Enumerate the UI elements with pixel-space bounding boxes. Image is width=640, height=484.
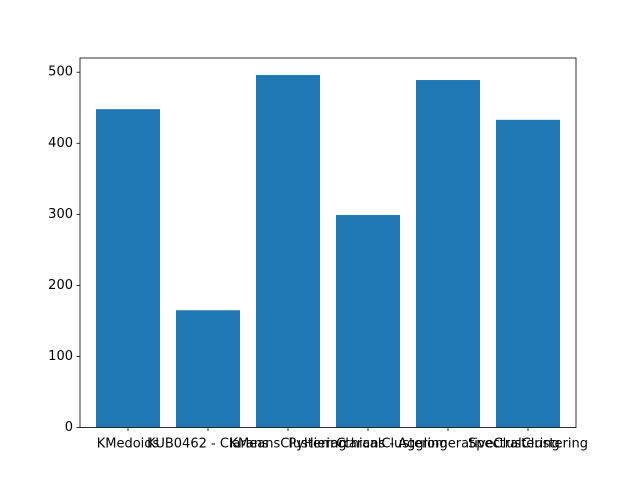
y-tick-label-1: 100 xyxy=(48,349,73,364)
axes-layer xyxy=(79,57,577,428)
x-tick-label-0: KMedoids xyxy=(97,437,160,452)
bar-3 xyxy=(336,215,400,428)
bars-layer xyxy=(96,75,560,428)
x-tick-label-3: PyHierarchicalClustering xyxy=(288,437,447,452)
x-tick-label-1: KUB0462 - Clarans xyxy=(147,437,269,452)
x-tick-label-2: KMeansClustering xyxy=(230,437,347,452)
bar-5 xyxy=(496,119,560,428)
x-tick-label-5: SpectralClustering xyxy=(468,437,588,452)
bar-0 xyxy=(96,109,160,428)
y-tick-label-2: 200 xyxy=(48,278,73,293)
x-tick-label-4: Clarans - AgglomerativeClustering xyxy=(336,437,560,452)
bar-2 xyxy=(256,75,320,428)
y-tick-label-4: 400 xyxy=(48,136,73,151)
bar-1 xyxy=(176,310,240,428)
y-tick-label-3: 300 xyxy=(48,207,73,222)
y-tick-label-5: 500 xyxy=(48,65,73,80)
axes-frame xyxy=(79,57,577,428)
bar-4 xyxy=(416,80,480,428)
y-tick-label-0: 0 xyxy=(65,420,73,435)
